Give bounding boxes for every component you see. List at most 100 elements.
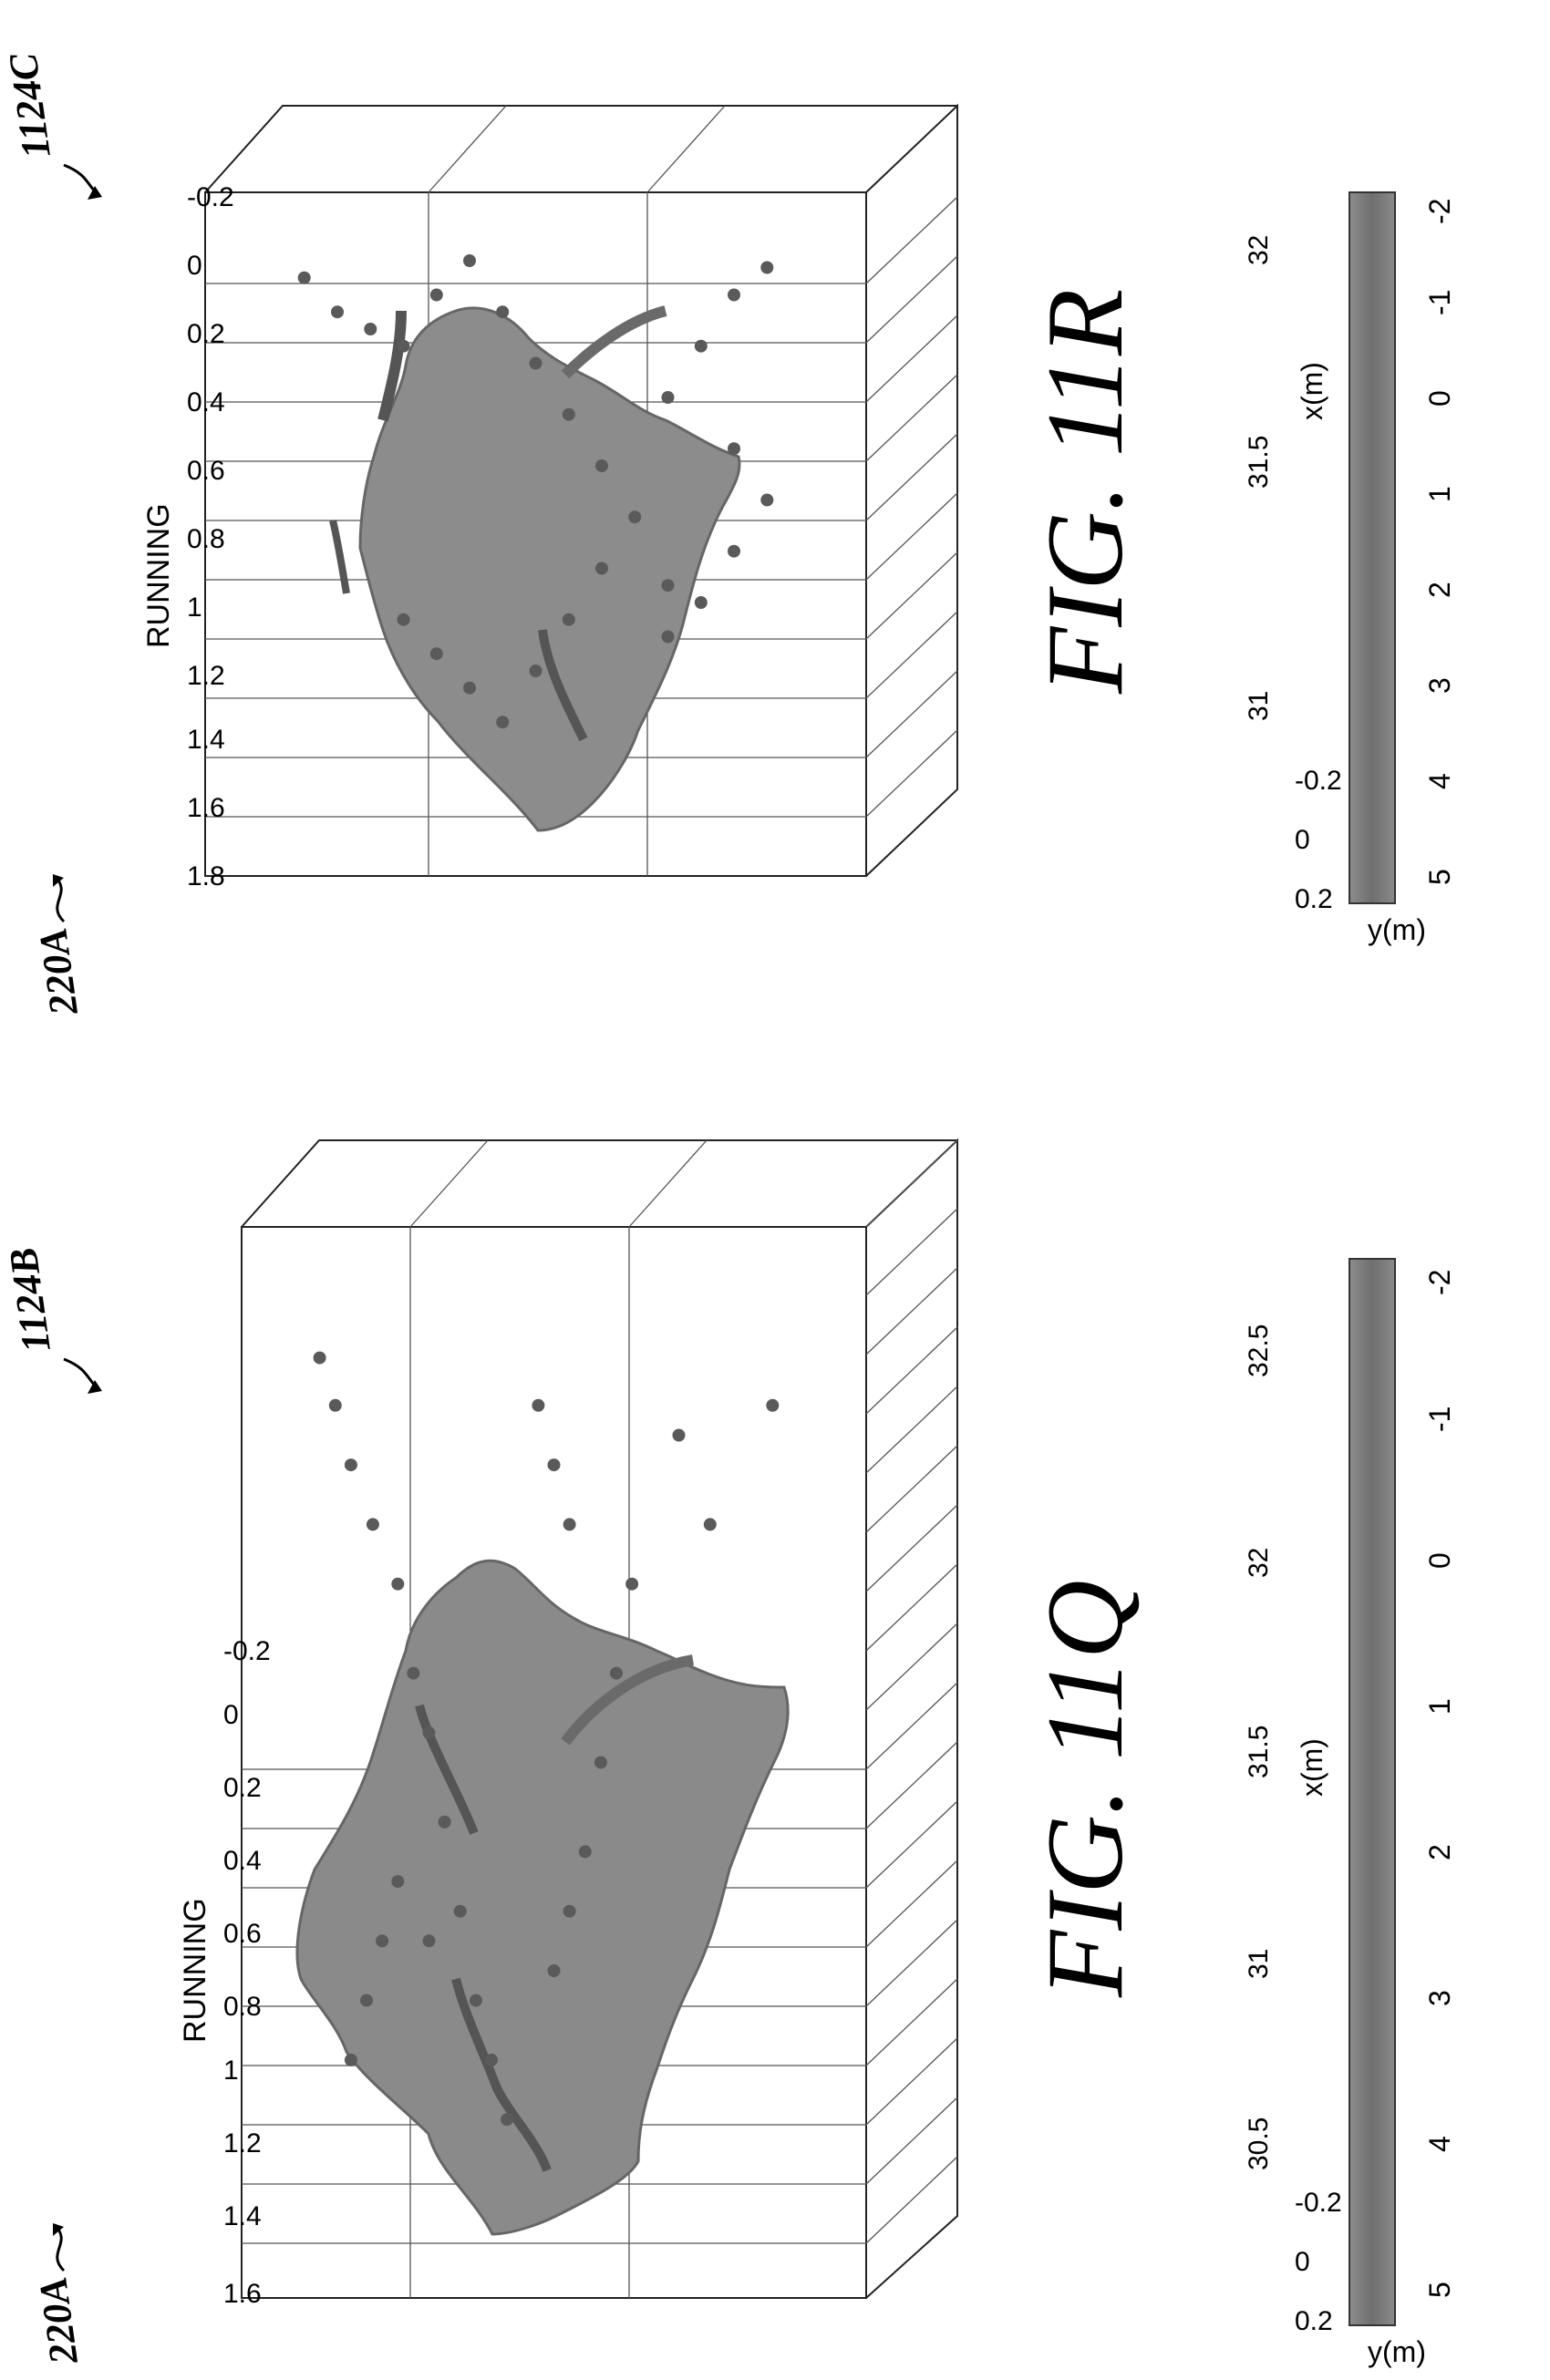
- scatter-point: [532, 1398, 545, 1412]
- y-axis-ticks: 0.2 0 -0.2: [1295, 2188, 1342, 2336]
- ref-220a: 220A: [30, 925, 87, 1018]
- scatter-point: [331, 305, 344, 319]
- scatter-point: [595, 562, 608, 575]
- z-axis-ticks: 1.8 1.6 1.4 1.2 1 0.8 0.6 0.4 0.2 0 -0.2: [187, 182, 234, 891]
- colorbar: [1348, 191, 1396, 904]
- z-tick: 0.2: [187, 319, 225, 349]
- ref-arrow: [63, 1357, 98, 1388]
- scatter-point: [429, 647, 443, 661]
- z-tick: 1.8: [187, 861, 225, 891]
- x-tick: 31.5: [1244, 436, 1274, 489]
- figure-caption: FIG. 11Q: [1024, 1580, 1145, 1998]
- plot-box: [204, 103, 958, 877]
- colorbar-tick: 4: [1423, 2136, 1456, 2152]
- scatter-point: [391, 1875, 405, 1889]
- x-axis-ticks: 30.5 31 31.5 32 32.5: [1244, 1324, 1274, 2170]
- colorbar-tick: 1: [1423, 1698, 1456, 1715]
- x-axis-ticks: 31 31.5 32: [1244, 235, 1274, 721]
- scatter-point: [661, 391, 675, 404]
- scatter-point: [391, 1577, 405, 1591]
- z-tick: 1.6: [187, 793, 225, 823]
- scatter-point: [728, 288, 740, 302]
- z-tick: 1.4: [223, 2201, 262, 2231]
- z-tick: 0.2: [223, 1773, 262, 1803]
- z-tick: 0: [223, 1700, 239, 1730]
- scatter-point: [694, 596, 708, 609]
- y-axis-ticks: 0.2 0 -0.2: [1295, 766, 1342, 914]
- scatter-point: [463, 254, 476, 267]
- colorbar-tick: 4: [1423, 773, 1456, 789]
- x-tick: 30.5: [1244, 2117, 1274, 2170]
- scatter-point: [407, 1666, 420, 1680]
- y-axis-label: y(m): [1368, 913, 1426, 946]
- y-tick: 0: [1295, 2247, 1310, 2277]
- z-tick: 0.4: [187, 387, 225, 417]
- colorbar-tick: -2: [1423, 199, 1456, 224]
- colorbar-ticks: 5 4 3 2 1 0 -1 -2: [1423, 1270, 1456, 2298]
- scatter-point: [496, 716, 510, 729]
- scatter-point: [694, 339, 708, 353]
- scatter-point: [376, 1934, 389, 1948]
- x-tick: 31.5: [1244, 1726, 1274, 1778]
- ref-1124c: 1124C: [0, 50, 59, 160]
- scatter-point: [728, 544, 740, 558]
- colorbar-tick: 0: [1423, 1552, 1456, 1569]
- colorbar-tick: -2: [1423, 1270, 1456, 1295]
- colorbar-tick: 3: [1423, 1990, 1456, 2006]
- x-tick: 32: [1244, 235, 1274, 265]
- scatter-point: [453, 1904, 467, 1918]
- scatter-point: [547, 1458, 561, 1472]
- y-tick: 0: [1295, 825, 1310, 855]
- ref-arrow: [63, 163, 98, 194]
- panel-fig-11r: 220A 1124C: [0, 50, 1456, 1018]
- limb-cloud: [451, 1977, 552, 2172]
- scatter-point: [469, 1994, 482, 2007]
- x-tick: 31: [1244, 1949, 1274, 1979]
- x-tick: 32.5: [1244, 1324, 1274, 1377]
- z-tick: 0.8: [223, 1992, 262, 2022]
- scatter-point: [496, 305, 510, 319]
- scatter-point: [313, 1351, 326, 1365]
- z-tick: 1.2: [187, 661, 225, 691]
- limb-cloud: [561, 305, 667, 379]
- figure-caption: FIG. 11R: [1024, 289, 1145, 695]
- scatter-point: [595, 459, 608, 472]
- colorbar-ticks: 5 4 3 2 1 0 -1 -2: [1423, 199, 1456, 885]
- scatter-point: [328, 1398, 342, 1412]
- x-axis-label: x(m): [1296, 362, 1328, 420]
- y-tick: 0.2: [1295, 884, 1333, 914]
- scatter-point: [594, 1756, 607, 1769]
- z-tick: 1.2: [223, 2128, 262, 2158]
- z-tick: -0.2: [223, 1636, 271, 1666]
- arrowhead-icon: [53, 874, 64, 887]
- scatter-point: [562, 407, 575, 421]
- scatter-point: [397, 339, 410, 353]
- x-axis-label: x(m): [1296, 1738, 1328, 1797]
- scatter-point: [297, 271, 311, 284]
- x-tick: 31: [1244, 691, 1274, 721]
- colorbar-tick: 2: [1423, 582, 1456, 598]
- colorbar-tick: 3: [1423, 677, 1456, 694]
- z-tick: 1: [223, 2055, 239, 2086]
- colorbar-tick: 5: [1423, 2282, 1456, 2298]
- z-tick: -0.2: [187, 182, 234, 212]
- z-tick: 1.4: [187, 725, 225, 755]
- colorbar-tick: 0: [1423, 390, 1456, 407]
- y-tick: 0.2: [1295, 2306, 1333, 2336]
- plot-title: RUNNING: [141, 503, 176, 648]
- body-cloud: [358, 306, 741, 832]
- scatter-point: [661, 630, 675, 644]
- scatter-point: [563, 1518, 576, 1531]
- arrowhead-icon: [88, 186, 102, 200]
- scatter-point: [547, 1964, 561, 1977]
- z-axis-ticks: 1.6 1.4 1.2 1 0.8 0.6 0.4 0.2 0 -0.2: [223, 1636, 271, 2309]
- ref-220a: 220A: [30, 2274, 87, 2367]
- z-tick: 0.4: [223, 1846, 262, 1876]
- scatter-point: [562, 613, 575, 626]
- scatter-point: [422, 1934, 436, 1948]
- point-cloud: [295, 1351, 790, 2236]
- z-tick: 0.8: [187, 524, 225, 554]
- body-cloud: [295, 1559, 790, 2236]
- z-tick: 0: [187, 251, 202, 281]
